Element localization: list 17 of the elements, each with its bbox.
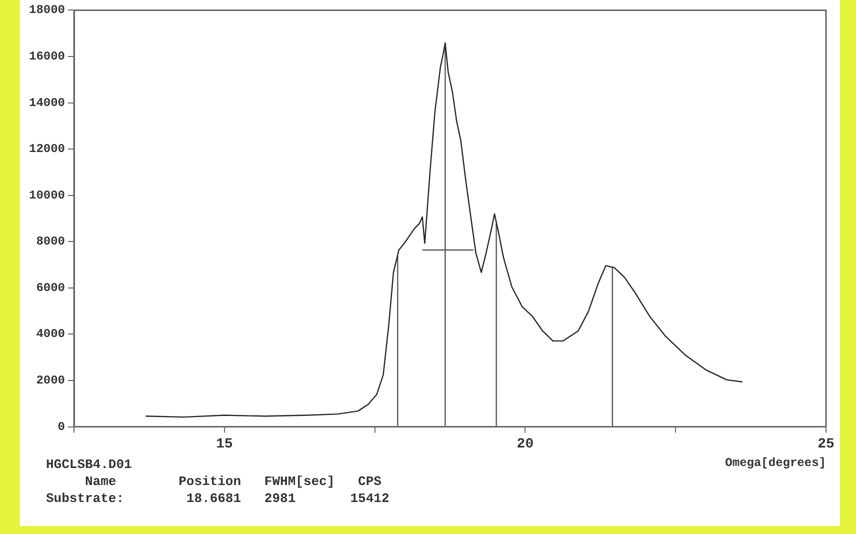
x-tick-label: 15 [216,436,233,453]
y-tick-label: 4000 [36,327,66,342]
text: Name Position FWHM[sec] CPS [84,473,382,490]
y-tick-label: 16000 [28,50,66,64]
text: Substrate: 18.6681 2981 15412 [46,490,390,507]
text: HGCLSB4.D01 [46,456,133,473]
y-tick-label: 12000 [28,142,66,156]
x-axis-title: Omega[degrees] [725,456,826,470]
y-tick-label: 10000 [28,188,66,202]
y-tick-label: 6000 [36,280,66,295]
y-tick-label: 2000 [36,374,66,388]
x-tick-label: 25 [818,436,834,453]
y-tick-label: 8000 [36,234,66,249]
y-tick-label: 18000 [28,3,66,18]
y-tick-label: 14000 [28,96,66,110]
y-tick-label: 0 [58,420,66,434]
x-tick-label: 20 [516,436,534,453]
